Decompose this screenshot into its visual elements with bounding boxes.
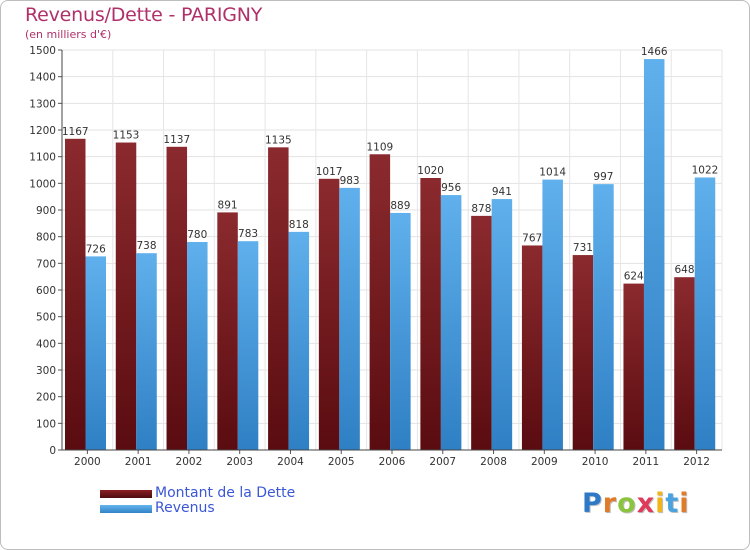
- bar-revenus: [187, 242, 208, 450]
- bar-dette: [471, 215, 492, 450]
- data-label-dette: 1167: [62, 126, 89, 138]
- data-label-revenus: 889: [390, 200, 410, 212]
- proxiti-logo: Proxiti: [582, 488, 690, 519]
- data-label-dette: 1017: [316, 166, 343, 178]
- legend-swatch-revenus: [100, 505, 152, 513]
- axes: 0 100 200 300 400 500 600 700 800 900 1000 1100 1200…: [29, 45, 722, 468]
- data-label-dette: 624: [624, 271, 644, 283]
- tick-label-x: 2001: [125, 456, 152, 468]
- tick-label-y: 1000: [29, 178, 56, 190]
- data-label-revenus: 1014: [539, 167, 566, 179]
- bar-revenus: [593, 184, 614, 450]
- tick-label-y: 300: [36, 365, 56, 377]
- tick-label-x: 2002: [176, 456, 203, 468]
- tick-label-y: 0: [49, 445, 56, 457]
- tick-label-y: 500: [36, 312, 56, 324]
- tick-label-y: 100: [36, 418, 56, 430]
- bar-dette: [166, 146, 188, 451]
- data-label-revenus: 983: [340, 175, 360, 187]
- tick-label-y: 1100: [29, 152, 56, 164]
- bar-dette: [420, 178, 441, 450]
- bar-revenus: [491, 199, 513, 450]
- tick-label-x: 2003: [226, 456, 253, 468]
- bar-revenus: [85, 256, 106, 450]
- tick-label-y: 1300: [29, 98, 56, 110]
- data-labels: 1167 726 1153 738 1137 780 891 783 1135 818 101798…: [62, 46, 718, 283]
- data-label-revenus: 997: [593, 171, 613, 183]
- data-label-revenus: 726: [86, 243, 106, 255]
- data-label-revenus: 941: [492, 186, 512, 198]
- data-label-revenus: 1022: [692, 164, 719, 176]
- tick-label-y: 900: [36, 205, 56, 217]
- bar-dette: [623, 283, 644, 450]
- data-label-revenus: 1466: [641, 46, 668, 58]
- bar-revenus: [136, 253, 157, 450]
- data-label-dette: 767: [522, 232, 542, 244]
- tick-label-x: 2005: [328, 456, 355, 468]
- tick-label-y: 700: [36, 258, 56, 270]
- data-label-dette: 1109: [366, 141, 393, 153]
- bar-revenus: [694, 177, 716, 450]
- bar-revenus: [542, 179, 563, 450]
- bar-dette: [572, 255, 594, 450]
- data-label-dette: 878: [471, 203, 491, 215]
- tick-label-x: 2008: [480, 456, 507, 468]
- tick-label-y: 1400: [29, 72, 56, 84]
- bar-dette: [674, 277, 695, 450]
- data-label-dette: 648: [674, 264, 694, 276]
- data-label-revenus: 818: [289, 219, 309, 231]
- logo-letter: t: [665, 488, 680, 519]
- tick-label-x: 2010: [582, 456, 609, 468]
- chart-title: Revenus/Dette - PARIGNY: [25, 4, 263, 26]
- tick-label-y: 1500: [29, 45, 56, 57]
- tick-label-x: 2000: [74, 456, 101, 468]
- tick-label-x: 2009: [531, 456, 558, 468]
- data-label-dette: 1137: [163, 134, 190, 146]
- data-label-revenus: 738: [136, 240, 156, 252]
- bar-dette: [217, 212, 238, 450]
- tick-label-y: 600: [36, 285, 56, 297]
- data-label-dette: 891: [218, 199, 238, 211]
- bar-revenus: [237, 241, 259, 450]
- logo-letter: r: [602, 488, 618, 519]
- logo-letter: x: [636, 488, 656, 519]
- bar-revenus: [339, 187, 360, 450]
- tick-label-x: 2007: [429, 456, 456, 468]
- bars: [65, 59, 716, 451]
- data-label-dette: 1020: [417, 165, 444, 177]
- bar-revenus: [288, 231, 310, 450]
- logo-letter: i: [655, 488, 666, 519]
- data-label-dette: 1153: [113, 130, 140, 142]
- tick-label-x: 2011: [632, 456, 659, 468]
- bar-revenus: [440, 195, 462, 450]
- tick-label-x: 2006: [379, 456, 406, 468]
- data-label-dette: 1135: [265, 134, 292, 146]
- bar-dette: [115, 142, 137, 451]
- tick-label-y: 400: [36, 338, 56, 350]
- bar-dette: [318, 178, 340, 451]
- bar-revenus: [390, 212, 411, 450]
- data-label-revenus: 783: [238, 228, 258, 240]
- bar-dette: [65, 138, 86, 451]
- tick-label-x: 2012: [683, 456, 710, 468]
- data-label-revenus: 956: [441, 182, 461, 194]
- data-label-dette: 731: [573, 242, 593, 254]
- tick-label-y: 200: [36, 392, 56, 404]
- legend-label-dette: Montant de la Dette: [155, 485, 296, 501]
- bar-dette: [268, 147, 289, 451]
- tick-label-x: 2004: [277, 456, 304, 468]
- chart-subtitle: (en milliers d'€): [25, 28, 112, 41]
- logo-letter: o: [617, 488, 637, 519]
- bar-dette: [369, 154, 391, 450]
- tick-label-y: 1200: [29, 125, 56, 137]
- bar-dette: [521, 245, 543, 450]
- tick-label-y: 800: [36, 232, 56, 244]
- data-label-revenus: 780: [187, 229, 207, 241]
- logo-letter: P: [582, 488, 603, 519]
- legend-swatch-dette: [100, 490, 152, 498]
- logo-letter: i: [679, 488, 690, 519]
- legend-label-revenus: Revenus: [155, 500, 215, 516]
- bar-revenus: [643, 59, 665, 451]
